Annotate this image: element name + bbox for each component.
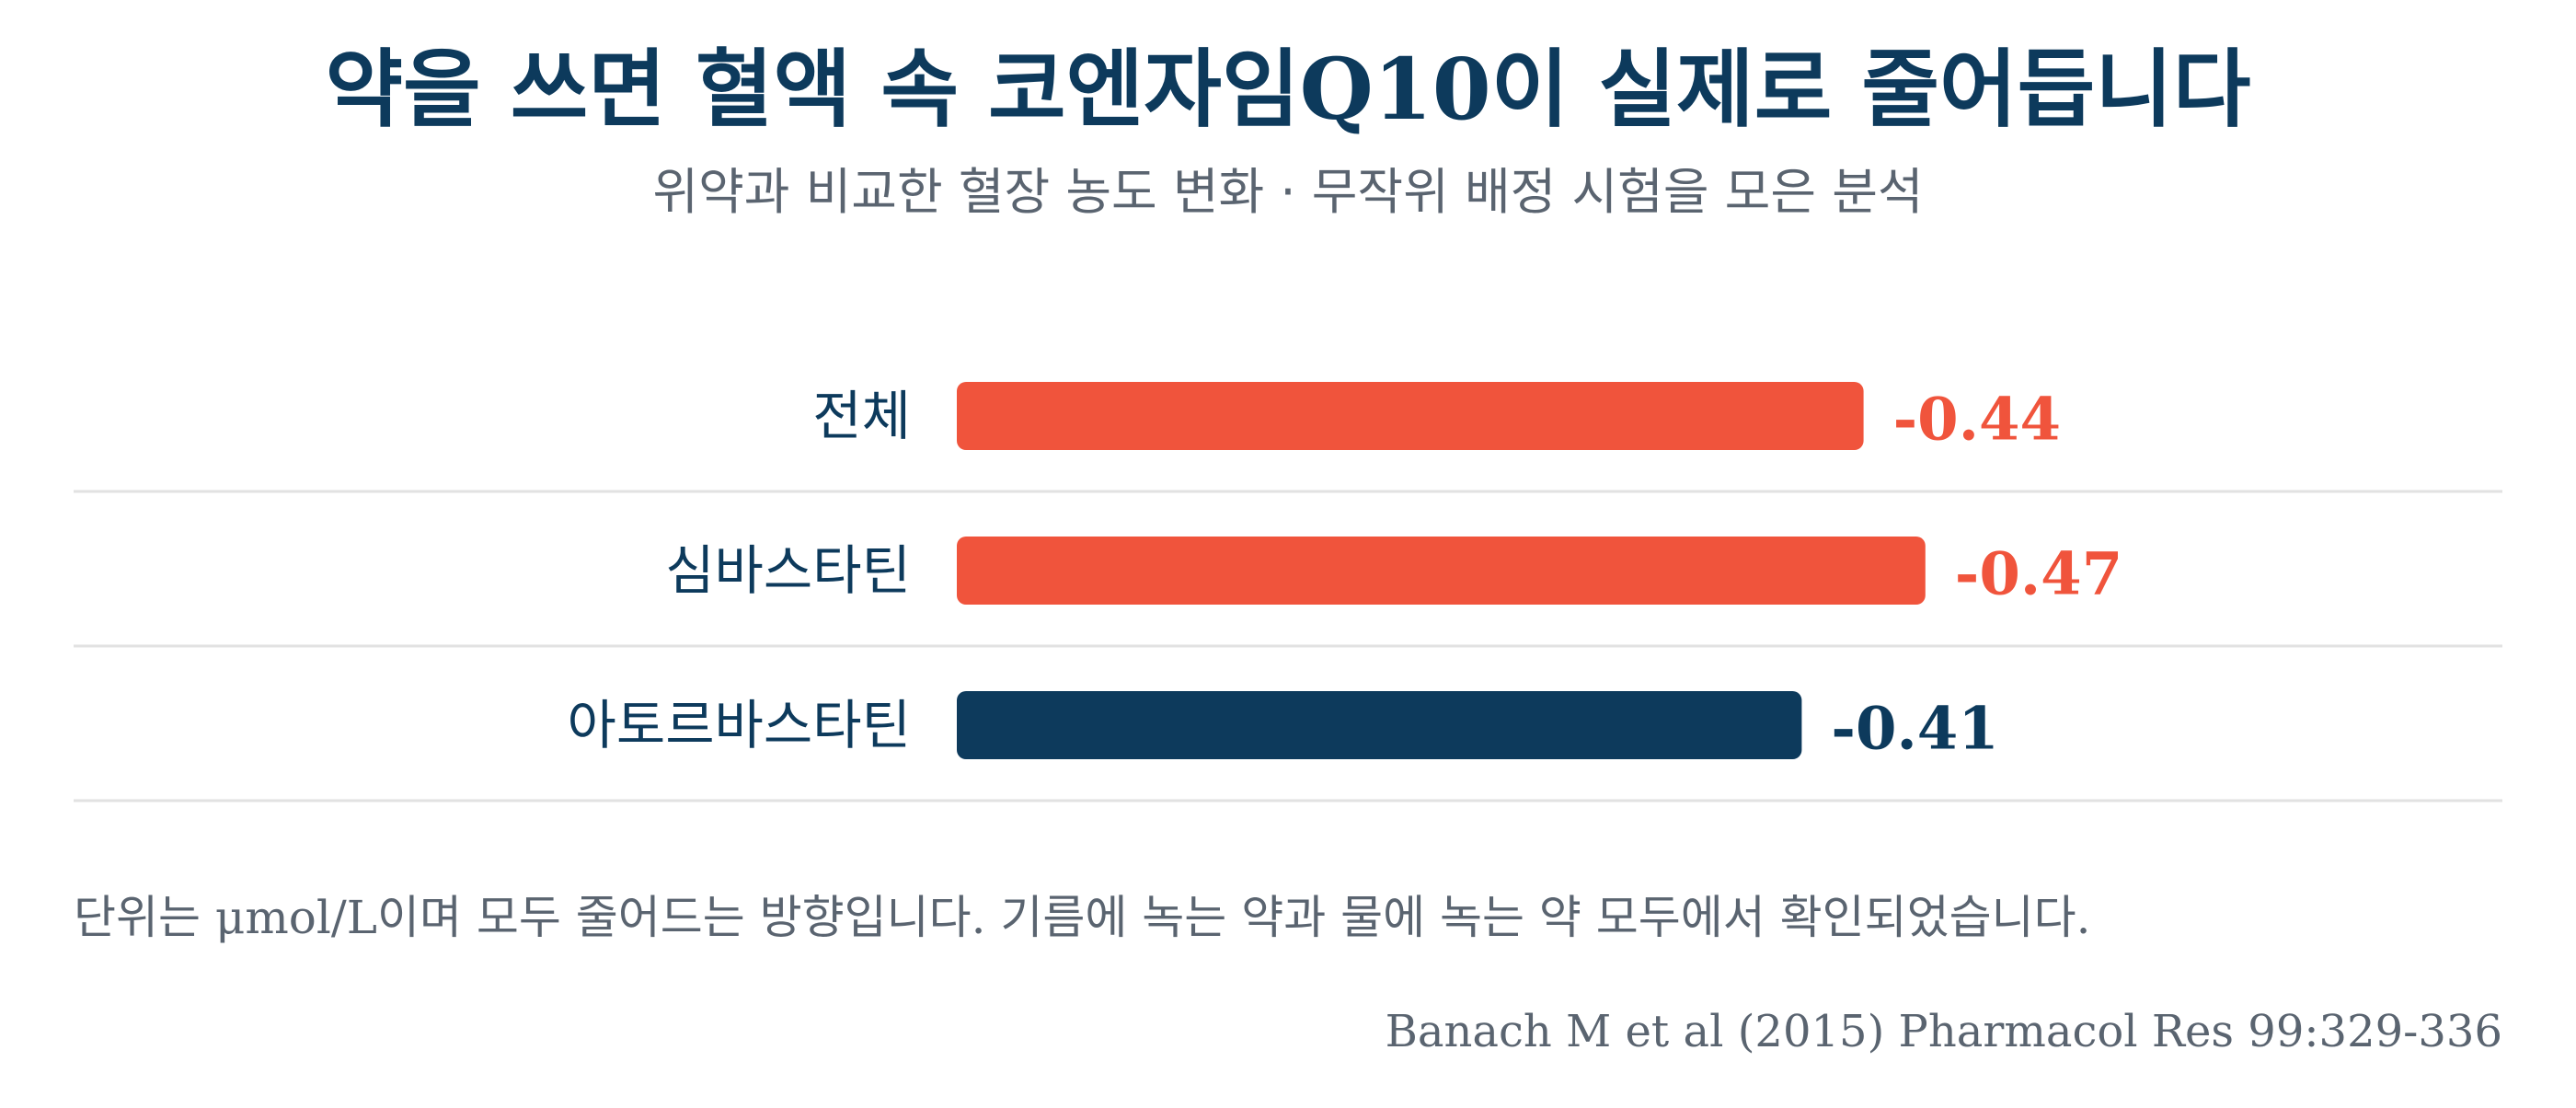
footnote: 단위는 μmol/L이며 모두 줄어드는 방향입니다. 기름에 녹는 약과 물에…	[74, 891, 2091, 944]
chart-subtitle: 위약과 비교한 혈장 농도 변화 · 무작위 배정 시험을 모은 분석	[652, 163, 1924, 221]
bar	[957, 691, 1802, 759]
category-label: 심바스타틴	[665, 539, 911, 602]
category-label: 전체	[812, 385, 911, 447]
value-label: -0.44	[1893, 386, 2061, 455]
bar	[957, 537, 1926, 605]
value-label: -0.47	[1955, 540, 2122, 609]
bar-chart: 전체 -0.44 심바스타틴 -0.47 아토르바스타틴 -0.41	[74, 382, 2502, 802]
source-citation: Banach M et al (2015) Pharmacol Res 99:3…	[1385, 1006, 2502, 1057]
bar	[957, 382, 1864, 450]
value-label: -0.41	[1831, 695, 1998, 764]
category-label: 아토르바스타틴	[567, 694, 911, 756]
chart-title: 약을 쓰면 혈액 속 코엔자임Q10이 실제로 줄어듭니다	[325, 40, 2251, 139]
